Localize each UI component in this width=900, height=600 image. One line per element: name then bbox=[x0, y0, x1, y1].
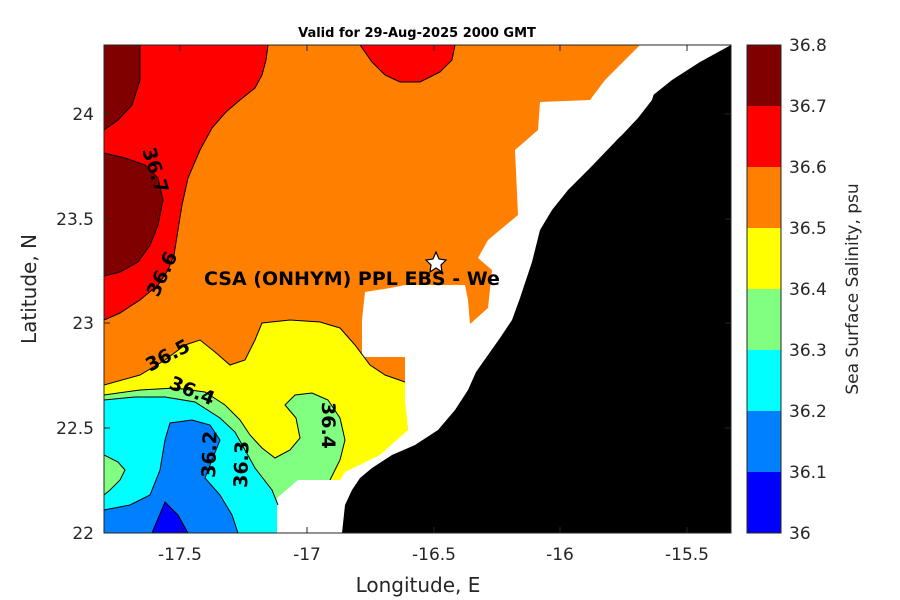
contour-label: 36.3 bbox=[230, 441, 254, 489]
peninsula-water bbox=[575, 90, 655, 174]
x-tick-label: -16.5 bbox=[412, 545, 456, 565]
land-mass bbox=[342, 45, 731, 533]
colorbar-tick-label: 36.4 bbox=[789, 280, 827, 300]
y-tick-label: 22 bbox=[72, 524, 94, 544]
colorbar-tick-label: 36.6 bbox=[789, 158, 827, 178]
x-axis: -17.5 -17 -16.5 -16 -15.5 Longitude, E bbox=[158, 45, 709, 597]
salinity-band-36-6-north bbox=[360, 45, 455, 82]
colorbar: 36.8 36.7 36.6 36.5 36.4 36.3 36.2 36.1 … bbox=[746, 36, 863, 544]
colorbar-swatch bbox=[747, 472, 781, 533]
map-plot-area bbox=[104, 45, 731, 533]
star-icon bbox=[424, 250, 448, 274]
colorbar-tick-label: 36.3 bbox=[789, 341, 827, 361]
salinity-band-36-1 bbox=[104, 420, 238, 533]
y-axis: 24 23.5 23 22.5 22 Latitude, N bbox=[17, 105, 731, 544]
colorbar-tick-label: 36.1 bbox=[789, 463, 827, 483]
contour-label: 36.2 bbox=[198, 431, 222, 479]
salinity-band-36-7 bbox=[104, 45, 140, 130]
plot-frame bbox=[103, 44, 732, 534]
colorbar-tick-label: 36.7 bbox=[789, 97, 827, 117]
y-tick-label: 23.5 bbox=[56, 210, 94, 230]
y-tick-label: 22.5 bbox=[56, 419, 94, 439]
colorbar-tick-label: 36.8 bbox=[789, 36, 827, 56]
x-tick-label: -17.5 bbox=[158, 545, 202, 565]
colorbar-swatch bbox=[747, 106, 781, 167]
colorbar-swatch bbox=[747, 228, 781, 289]
site-marker: CSA (ONHYM) PPL EBS - We bbox=[204, 250, 500, 290]
colorbar-tick-label: 36.2 bbox=[789, 402, 827, 422]
salinity-band-36-7-west bbox=[104, 153, 163, 276]
x-tick-label: -16 bbox=[546, 545, 574, 565]
map-title: Valid for 29-Aug-2025 2000 GMT bbox=[298, 26, 536, 41]
y-tick-label: 23 bbox=[72, 314, 94, 334]
contour-label: 36.4 bbox=[317, 402, 339, 449]
site-label: CSA (ONHYM) PPL EBS - We bbox=[204, 268, 500, 290]
y-axis-title: Latitude, N bbox=[17, 234, 41, 344]
colorbar-title: Sea Surface Salinity, psu bbox=[843, 183, 863, 394]
salinity-band-36-0 bbox=[152, 502, 188, 533]
y-tick-label: 24 bbox=[72, 105, 94, 125]
colorbar-swatch bbox=[747, 167, 781, 228]
x-tick-label: -15.5 bbox=[665, 545, 709, 565]
colorbar-swatch bbox=[747, 411, 781, 472]
colorbar-swatch bbox=[747, 45, 781, 106]
x-tick-label: -17 bbox=[293, 545, 321, 565]
colorbar-swatch bbox=[747, 289, 781, 350]
colorbar-swatch bbox=[747, 350, 781, 411]
colorbar-tick-label: 36 bbox=[789, 524, 811, 544]
colorbar-tick-label: 36.5 bbox=[789, 219, 827, 239]
x-axis-title: Longitude, E bbox=[356, 573, 481, 597]
